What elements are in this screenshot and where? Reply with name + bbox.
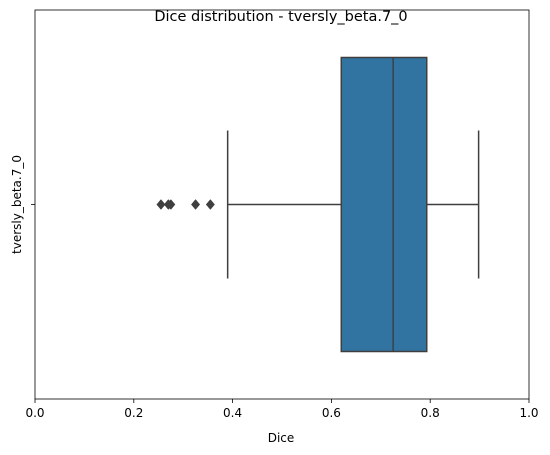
x-tick-label: 0.2 bbox=[124, 406, 143, 420]
chart-title: Dice distribution - tversly_beta.7_0 bbox=[154, 9, 407, 25]
x-tick-label: 0.0 bbox=[25, 406, 44, 420]
interquartile-box bbox=[340, 56, 428, 353]
x-axis-ticks: 0.0 0.2 0.4 0.6 0.8 1.0 bbox=[25, 399, 539, 420]
x-axis-label: Dice bbox=[268, 431, 295, 445]
y-axis-ticks: tversly_beta.7_0 bbox=[10, 155, 35, 254]
x-tick-label: 0.8 bbox=[421, 406, 440, 420]
outlier-point bbox=[191, 199, 201, 210]
y-tick-label-category: tversly_beta.7_0 bbox=[10, 155, 24, 254]
box-plot-marks bbox=[156, 56, 480, 353]
x-tick-label: 1.0 bbox=[519, 406, 538, 420]
outlier-point bbox=[156, 199, 166, 210]
outlier-point bbox=[166, 199, 176, 210]
x-tick-label: 0.6 bbox=[322, 406, 341, 420]
outlier-point bbox=[205, 199, 215, 210]
x-tick-label: 0.4 bbox=[223, 406, 242, 420]
